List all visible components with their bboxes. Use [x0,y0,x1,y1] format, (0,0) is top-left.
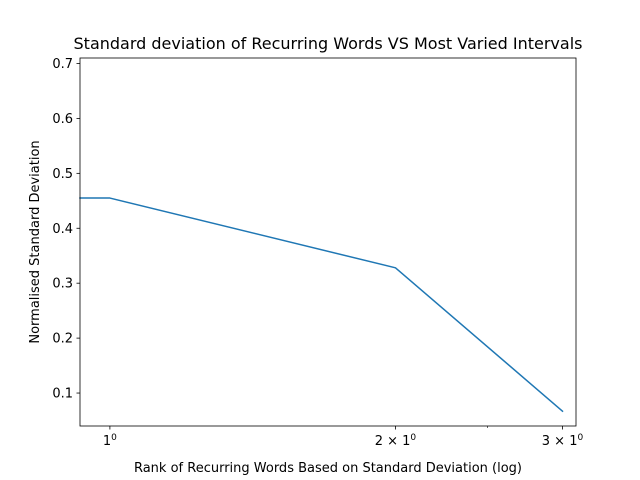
y-tick-label: 0.2 [52,332,73,347]
axes-frame [79,57,577,427]
x-tick-label: 3 × 10 [542,433,584,449]
x-axis-label: Rank of Recurring Words Based on Standar… [134,461,522,476]
y-tick-label: 0.6 [52,112,73,127]
plot-area: 0.1 0.2 0.3 0.4 0.5 0.6 0.7 10 2 × 10 3 × 10 [52,57,583,449]
y-tick-label: 0.4 [52,222,73,237]
y-tick-label: 0.5 [52,167,73,182]
x-tick-label: 10 [103,433,117,449]
y-tick-label: 0.3 [52,277,73,292]
y-tick-label: 0.7 [52,57,73,72]
chart-title: Standard deviation of Recurring Words VS… [74,34,583,53]
y-tick-label: 0.1 [52,387,73,402]
x-tick-label: 2 × 10 [375,433,417,449]
series-line [79,197,564,413]
y-axis-label: Normalised Standard Deviation [28,140,43,343]
